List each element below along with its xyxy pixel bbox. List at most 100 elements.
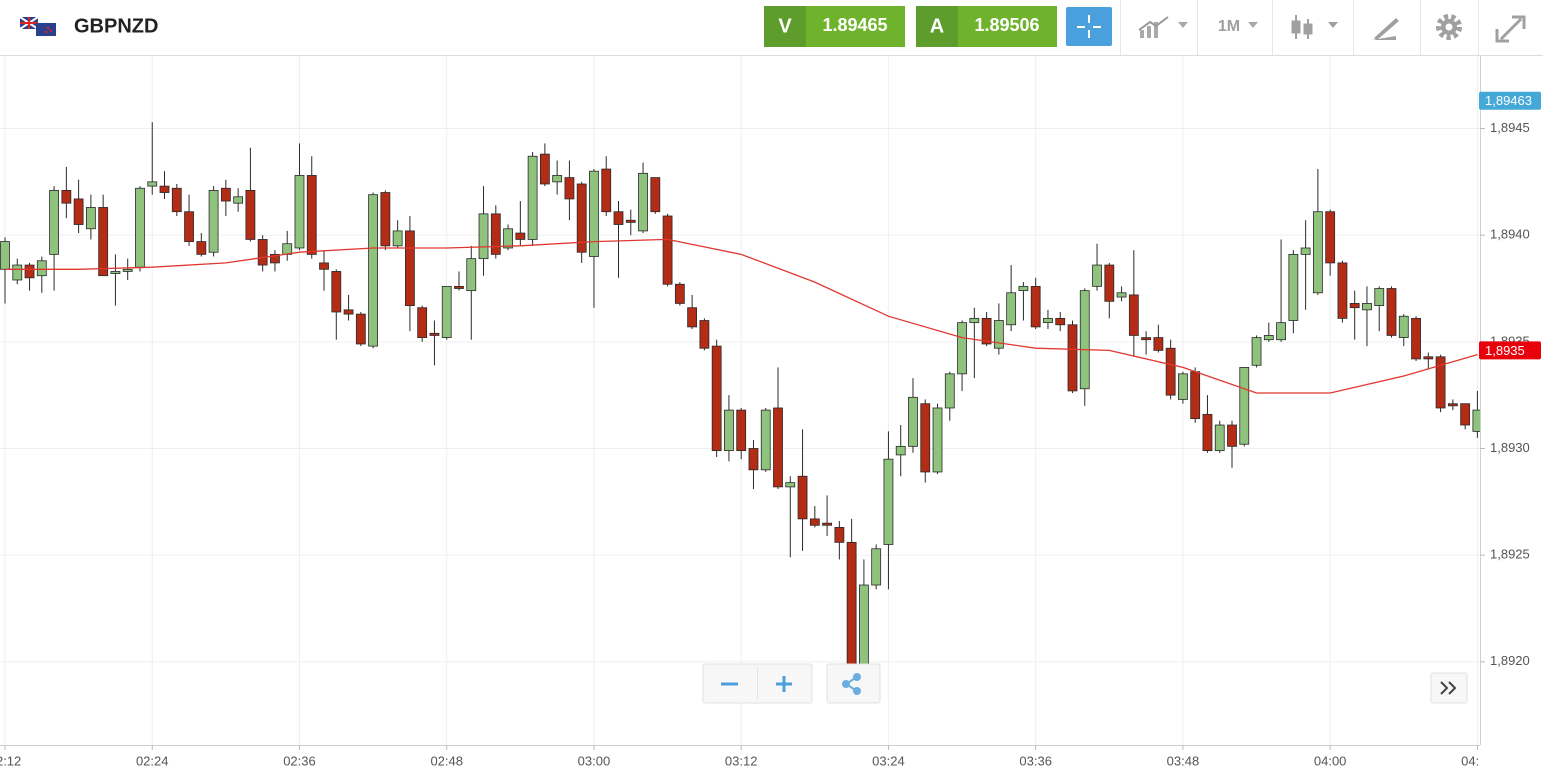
candle-body [257, 239, 268, 266]
flag-icon [19, 16, 56, 36]
candle-body [245, 189, 256, 240]
candle-body [1079, 290, 1090, 390]
candle-body [1411, 317, 1421, 360]
toolbar-separators [1120, 0, 1479, 55]
candle-body [147, 181, 158, 187]
x-tick-label: 02:24 [136, 753, 169, 768]
candle-body [920, 403, 931, 473]
x-axis-labels: 02:12 02:24 02:36 02:48 03:00 03:12 03:24 03:36… [0, 745, 1480, 768]
candle-body [270, 253, 280, 264]
candle-body [122, 268, 133, 272]
candle-body [1337, 262, 1348, 319]
candle-body [1092, 264, 1102, 287]
candle-body [1104, 264, 1115, 302]
candle-body [282, 243, 293, 255]
candle-body [1288, 253, 1299, 321]
x-tick-label: 02:36 [283, 753, 316, 768]
candle-body [589, 170, 599, 257]
candle-body [73, 198, 84, 225]
candle-body [1153, 337, 1164, 351]
candle-body [969, 317, 980, 324]
candle-body [1251, 337, 1262, 366]
toolbar: GBPNZD V 1.89465 A 1.89506 1M [0, 0, 1543, 56]
candle-body [1006, 292, 1017, 326]
candle-body [331, 271, 342, 313]
candle-body [1214, 424, 1225, 452]
plot-area [0, 122, 1480, 669]
candle-body [1460, 403, 1471, 426]
candle-style-button[interactable] [1291, 15, 1338, 39]
candle-body [1116, 292, 1127, 298]
candle-body [613, 211, 624, 225]
candle-body [1312, 211, 1323, 294]
candle-body [392, 230, 403, 247]
candle-body [871, 548, 882, 586]
chart-type-button[interactable] [1138, 16, 1188, 38]
candle-body [1423, 356, 1434, 360]
candle-body [539, 153, 550, 185]
candle-body [355, 313, 366, 345]
candle-body [932, 407, 943, 473]
candle-body [650, 177, 661, 213]
candle-body [515, 232, 526, 240]
candle-body [859, 584, 869, 665]
candle-body [1300, 247, 1311, 255]
candle-body [490, 213, 501, 255]
candle-body [429, 332, 440, 336]
candle-body [1398, 315, 1409, 338]
sell-button[interactable]: V 1.89465 [764, 6, 905, 47]
scroll-end-button[interactable] [1430, 672, 1468, 704]
candle-body [552, 175, 563, 183]
candle-body [1165, 347, 1176, 396]
timeframe-button[interactable]: 1M [1218, 18, 1258, 35]
candle-body [564, 177, 575, 200]
candle-body [724, 409, 734, 452]
candle-body [625, 219, 636, 223]
timeframe: 1M [1218, 18, 1240, 35]
buy-button[interactable]: A 1.89506 [916, 6, 1057, 47]
candle-body [220, 187, 231, 202]
candle-body [785, 482, 796, 488]
candle-body [466, 258, 477, 292]
candle-body [895, 445, 906, 456]
candle-body [1030, 285, 1041, 328]
symbol: GBPNZD [74, 15, 158, 37]
candle-body [306, 175, 317, 255]
candle-body [1202, 413, 1213, 452]
price-marker [1479, 91, 1541, 110]
share-button[interactable] [826, 663, 881, 704]
y-tick-label: 1,8945 [1490, 120, 1530, 135]
drawing-tools-button[interactable] [1372, 18, 1399, 40]
candle-body [171, 187, 182, 213]
candle-body [638, 172, 648, 232]
candle-body [822, 522, 832, 526]
candle-body [1018, 285, 1029, 292]
fullscreen-button[interactable] [1495, 15, 1526, 43]
sell-label-bg [764, 6, 806, 47]
candle-body [0, 241, 10, 270]
candle-body [993, 320, 1004, 349]
candle-body [380, 192, 391, 247]
candle-body [441, 285, 452, 338]
candle-body [1178, 373, 1188, 400]
candle-body [527, 155, 538, 240]
candle-body [736, 409, 747, 452]
settings-button[interactable] [1436, 14, 1462, 40]
x-tick-label: 03:24 [872, 753, 905, 768]
candle-body [1263, 335, 1274, 341]
candle-body [36, 260, 47, 277]
y-tick-label: 1,8930 [1490, 440, 1530, 455]
x-tick-label: 02:12 [0, 753, 21, 768]
candle-body [1349, 303, 1360, 309]
candle-body [981, 317, 992, 345]
sell-price: 1.89465 [822, 15, 887, 35]
candle-body [662, 215, 673, 285]
candle-body [159, 185, 170, 193]
crosshair-button[interactable] [1066, 7, 1112, 46]
zoom-in-button[interactable] [776, 676, 792, 692]
candle-body [834, 527, 845, 543]
sell-label: V [778, 15, 792, 37]
candle-body [1141, 337, 1152, 341]
candle-body [773, 407, 783, 488]
